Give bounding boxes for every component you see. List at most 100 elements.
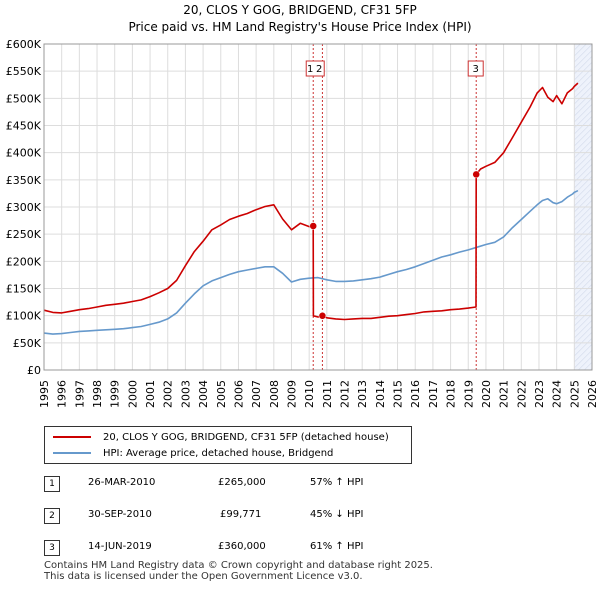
sale-point	[472, 170, 480, 179]
future-hatch	[574, 140, 593, 159]
x-tick-label: 2010	[303, 380, 316, 408]
future-hatch	[574, 200, 593, 219]
sale-label-box	[467, 60, 484, 77]
future-hatch	[574, 320, 593, 339]
y-tick-label: £450K	[6, 120, 42, 133]
y-tick-label: £550K	[6, 65, 42, 78]
future-hatch	[574, 74, 593, 93]
sale-hpi: 61% ↑ HPI	[310, 541, 364, 552]
future-hatch	[574, 182, 593, 201]
sale-label-1: 1	[307, 64, 313, 75]
future-hatch	[584, 362, 593, 371]
x-tick-label: 2001	[144, 380, 157, 408]
x-tick-label: 2009	[285, 380, 298, 408]
future-hatch	[574, 260, 593, 279]
sale-number: 2	[44, 508, 60, 524]
price-chart: £0 £50K £100K £150K £200K £250K £300K £350K £400…	[6, 38, 599, 408]
future-hatch	[574, 104, 593, 123]
future-hatch	[574, 146, 593, 165]
future-hatch	[574, 170, 593, 189]
x-tick-label: 2020	[480, 380, 493, 408]
y-tick-label: £400K	[6, 147, 42, 160]
y-tick-label: £500K	[6, 92, 42, 105]
x-tick-label: 1999	[109, 380, 122, 408]
future-hatch	[574, 230, 593, 249]
x-tick-label: 2005	[215, 380, 228, 408]
future-hatch	[574, 152, 593, 171]
future-hatch	[574, 302, 593, 321]
plot-border	[43, 43, 593, 371]
future-hatch	[578, 356, 593, 371]
future-hatch	[574, 98, 593, 117]
future-hatch	[574, 242, 593, 261]
sale-price: £265,000	[218, 477, 266, 488]
future-hatch	[574, 206, 593, 225]
x-tick-label: 2008	[268, 380, 281, 408]
sale-row: 1 26-MAR-2010 £265,000 57% ↑ HPI	[44, 474, 444, 496]
sale-date: 30-SEP-2010	[88, 509, 152, 520]
y-tick-label: £300K	[6, 201, 42, 214]
legend-swatch-blue	[53, 452, 91, 454]
legend-label-property: 20, CLOS Y GOG, BRIDGEND, CF31 5FP (deta…	[103, 431, 389, 443]
x-tick-label: 2012	[339, 380, 352, 408]
x-tick-label: 1995	[38, 380, 51, 408]
legend-item-property: 20, CLOS Y GOG, BRIDGEND, CF31 5FP (deta…	[53, 430, 389, 444]
future-hatch	[574, 43, 581, 51]
x-tick-label: 1997	[73, 380, 86, 408]
future-hatch	[574, 43, 587, 57]
future-hatch	[574, 128, 593, 147]
future-hatch	[574, 50, 593, 69]
future-hatch	[574, 254, 593, 273]
x-tick-label: 2007	[250, 380, 263, 408]
x-tick-label: 2024	[551, 380, 564, 408]
future-hatch	[574, 92, 593, 111]
x-tick-label: 2000	[126, 380, 139, 408]
sale-date: 14-JUN-2019	[88, 541, 152, 552]
sale-date: 26-MAR-2010	[88, 477, 156, 488]
sale-row: 3 14-JUN-2019 £360,000 61% ↑ HPI	[44, 538, 444, 560]
sale-point	[318, 312, 327, 320]
future-hatch	[574, 164, 593, 183]
future-hatch	[574, 308, 593, 327]
sale-number: 3	[44, 540, 60, 556]
future-hatch	[574, 344, 593, 363]
y-tick-label: £50K	[13, 337, 42, 350]
y-tick-label: £200K	[6, 255, 42, 268]
future-hatch	[574, 338, 593, 357]
x-tick-label: 2017	[427, 380, 440, 408]
x-tick-label: 2019	[462, 380, 475, 408]
x-tick-label: 2006	[232, 380, 245, 408]
footer-copyright: Contains HM Land Registry data © Crown c…	[44, 560, 433, 571]
x-tick-label: 1996	[56, 380, 69, 408]
future-hatch	[574, 224, 593, 243]
x-tick-label: 2003	[179, 380, 192, 408]
future-hatch	[574, 290, 593, 309]
y-tick-label: £350K	[6, 174, 42, 187]
y-tick-label: £250K	[6, 228, 42, 241]
future-hatch	[574, 158, 593, 177]
future-hatch	[574, 80, 593, 99]
future-hatch	[574, 218, 593, 237]
sale-point	[309, 222, 317, 230]
x-tick-label: 2023	[533, 380, 546, 408]
x-tick-label: 2018	[445, 380, 458, 408]
future-hatch	[574, 194, 593, 213]
x-tick-label: 2015	[392, 380, 405, 408]
legend-swatch-red	[53, 436, 91, 438]
series-line-hpi	[43, 189, 579, 335]
sale-hpi: 45% ↓ HPI	[310, 509, 364, 520]
future-hatch	[574, 278, 593, 297]
sale-label-3: 3	[473, 64, 479, 75]
legend-item-hpi: HPI: Average price, detached house, Brid…	[53, 446, 333, 460]
footer-licence: This data is licensed under the Open Gov…	[44, 571, 363, 582]
chart-title: 20, CLOS Y GOG, BRIDGEND, CF31 5FP	[183, 3, 417, 17]
future-hatch	[574, 272, 593, 291]
sale-row: 2 30-SEP-2010 £99,771 45% ↓ HPI	[44, 506, 444, 528]
x-tick-label: 2026	[586, 380, 599, 408]
future-hatch	[574, 314, 593, 333]
footer: Contains HM Land Registry data © Crown c…	[44, 560, 433, 582]
future-hatch	[574, 266, 593, 285]
future-hatch	[574, 134, 593, 153]
sale-hpi: 57% ↑ HPI	[310, 477, 364, 488]
future-hatch	[574, 284, 593, 303]
